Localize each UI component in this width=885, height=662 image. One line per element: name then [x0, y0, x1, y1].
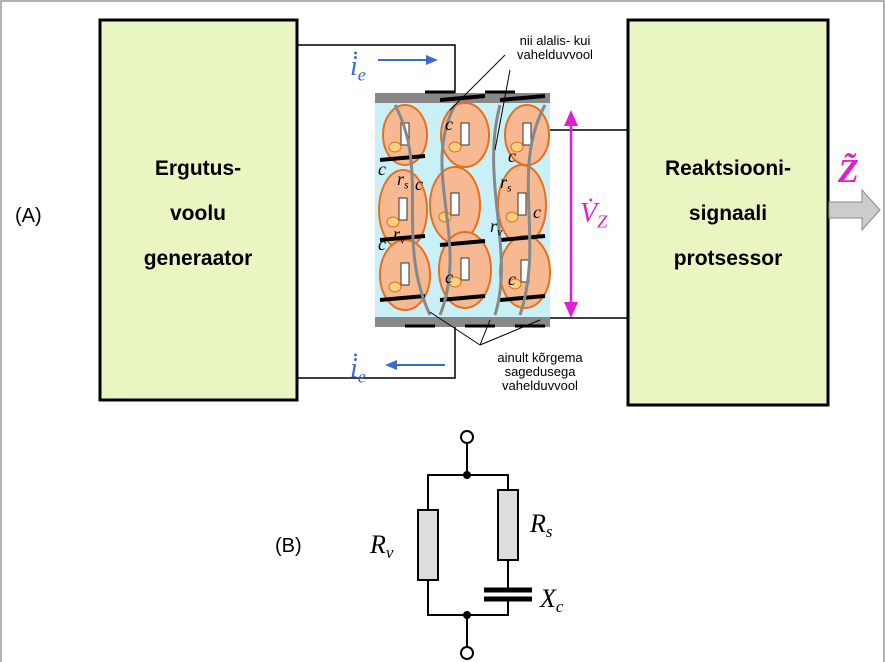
rs-label-main: R — [529, 509, 546, 538]
cell-label-main: c — [378, 159, 386, 179]
membrane — [439, 239, 486, 247]
current-label-sub: e — [358, 367, 366, 387]
xc-label: Xc — [539, 584, 564, 616]
note: vahelduvvool — [517, 47, 593, 62]
nucleus — [386, 216, 400, 228]
output-label: Z̃ — [837, 153, 859, 190]
current-label-main: i̇ — [350, 353, 358, 384]
nucleus — [510, 141, 524, 153]
voltage-arrow — [564, 110, 578, 318]
cell-label-main: c — [415, 174, 423, 194]
xc-label-sub: c — [556, 597, 564, 616]
cell-label: c — [533, 202, 541, 222]
cell-resistor — [400, 262, 410, 286]
cell-label-sub: s — [404, 179, 409, 192]
voltage-label-main: V̇ — [580, 198, 600, 229]
processor-box — [626, 18, 830, 407]
cell-label: c — [445, 114, 453, 134]
cell-label: c — [508, 269, 516, 289]
current-label: i̇e — [350, 51, 366, 85]
nucleus — [438, 211, 452, 223]
generator-text: Ergutus- — [155, 157, 241, 180]
cell-label: rv — [393, 224, 406, 247]
node — [463, 471, 471, 479]
rv-label-main: R — [369, 530, 386, 559]
cell-resistor — [522, 122, 532, 146]
cell-label: c — [445, 267, 453, 287]
nucleus — [505, 211, 519, 223]
note: vahelduvvool — [502, 378, 578, 393]
leaders — [429, 54, 541, 346]
generator-text: generaator — [144, 247, 253, 270]
processor-text: Reaktsiooni- — [665, 157, 791, 180]
cell-resistor — [398, 197, 408, 221]
note: nii alalis- kui — [520, 33, 591, 48]
output-arrow — [828, 188, 881, 232]
nucleus — [508, 278, 522, 290]
membrane — [499, 234, 546, 242]
wires — [297, 44, 628, 379]
cell-resistor — [460, 257, 470, 281]
cell-label: rv — [490, 216, 503, 239]
cell-label: c — [508, 146, 516, 166]
voltage-label: V̇Z — [580, 198, 608, 232]
membrane — [499, 294, 546, 302]
cell-label: rs — [500, 172, 512, 195]
rs-label-sub: s — [546, 522, 553, 541]
note: ainult kõrgema — [497, 350, 583, 365]
label-a: (A) — [15, 205, 42, 227]
processor-text: protsessor — [674, 247, 783, 270]
current-arrows — [378, 55, 445, 370]
nucleus — [388, 141, 402, 153]
cell-label-main: c — [445, 267, 453, 287]
cell-label-main: c — [508, 146, 516, 166]
current-label-sub: e — [358, 65, 366, 85]
note: sagedusega — [505, 364, 577, 379]
voltage-label-sub: Z — [597, 212, 608, 232]
cell-label-main: c — [533, 202, 541, 222]
processor-text: signaali — [689, 202, 767, 225]
rv-label: Rv — [369, 530, 394, 562]
cell-label-sub: s — [507, 182, 512, 195]
membrane — [379, 154, 426, 162]
generator-text: voolu — [170, 202, 226, 225]
cell-label-main: c — [508, 269, 516, 289]
membrane — [379, 234, 426, 242]
current-label-main: i̇ — [350, 51, 358, 82]
cells — [378, 90, 551, 328]
rv-label-sub: v — [386, 543, 394, 562]
cell-label-main: c — [378, 234, 386, 254]
generator-box — [98, 18, 299, 402]
cell-label-main: r — [397, 169, 405, 189]
current-path — [393, 104, 432, 316]
nucleus — [388, 281, 402, 293]
rs-label: Rs — [529, 509, 553, 541]
cell-label-sub: v — [497, 226, 503, 239]
cell-label: c — [378, 159, 386, 179]
cell-label-sub: v — [400, 234, 406, 247]
current-path — [492, 104, 503, 316]
membrane — [439, 294, 486, 302]
electrode-bottom — [375, 317, 550, 327]
cell-resistor — [450, 192, 460, 216]
current-label: i̇e — [350, 353, 366, 387]
membrane — [499, 94, 546, 102]
current-path — [518, 104, 547, 316]
cell-resistor — [517, 192, 527, 216]
label-b: (B) — [275, 535, 302, 557]
cell-label-main: r — [393, 224, 401, 244]
cell-label: c — [415, 174, 423, 194]
current-path — [438, 104, 457, 316]
cell-resistor — [460, 122, 470, 146]
cell-label-main: r — [500, 172, 508, 192]
cell-label-main: c — [445, 114, 453, 134]
cell-label: rs — [397, 169, 409, 192]
cell-label: c — [378, 234, 386, 254]
node — [463, 611, 471, 619]
nucleus — [448, 141, 462, 153]
membrane — [379, 294, 426, 302]
xc-label-main: X — [539, 584, 557, 613]
cell-label-main: r — [490, 216, 498, 236]
